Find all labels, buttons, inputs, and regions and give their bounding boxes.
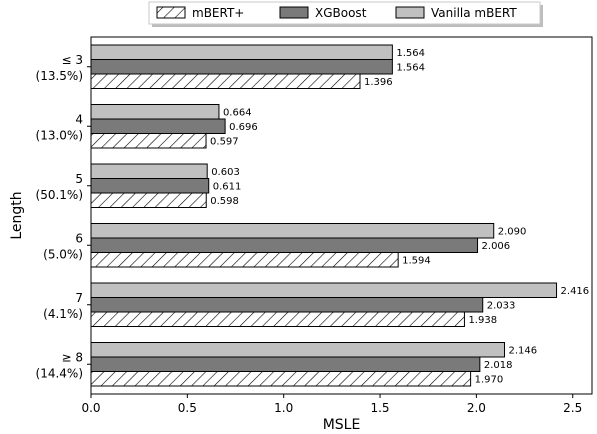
x-axis-label: MSLE — [323, 417, 361, 433]
bar-xgboost-2 — [90, 118, 226, 134]
legend: mBERT+ XGBoost Vanilla mBERT — [148, 1, 543, 27]
bar-vanilla-mbert-2 — [90, 104, 220, 120]
value-label-vanilla-mbert-1: 1.564 — [396, 48, 425, 59]
y-tick-label: ≤ 3 — [61, 53, 83, 67]
x-tick-label: 1.0 — [274, 401, 293, 415]
bar-xgboost-6 — [90, 356, 481, 372]
y-tick-sublabel: (50.1%) — [36, 188, 83, 202]
x-axis-ticks: 0.0 0.5 1.0 1.5 2.0 2.5 — [81, 394, 582, 415]
value-label-vanilla-mbert-3: 0.603 — [211, 167, 240, 178]
bar-mbert-6 — [90, 371, 472, 387]
value-label-xgboost-1: 1.564 — [396, 62, 425, 73]
bar-mbert-2 — [90, 133, 207, 149]
y-tick-sublabel: (5.0%) — [43, 247, 83, 261]
value-label-xgboost-3: 0.611 — [213, 181, 242, 192]
bar-mbert-5 — [90, 311, 465, 327]
plot-frame — [90, 36, 593, 395]
bars-group — [90, 44, 558, 387]
y-tick-sublabel: (14.4%) — [36, 366, 83, 380]
bar-vanilla-mbert-5 — [90, 282, 558, 298]
value-label-mbert-4: 1.594 — [402, 255, 431, 266]
y-tick-label: 5 — [75, 172, 83, 186]
x-tick-label: 2.5 — [563, 401, 582, 415]
legend-label-xgboost: XGBoost — [315, 6, 367, 20]
y-tick-sublabel: (4.1%) — [43, 307, 83, 321]
legend-label-mbert: mBERT+ — [192, 6, 244, 20]
bar-xgboost-5 — [90, 297, 484, 313]
y-tick-label: 4 — [75, 112, 83, 126]
x-tick-label: 0.5 — [178, 401, 197, 415]
value-label-mbert-5: 1.938 — [468, 315, 497, 326]
y-axis-label: Length — [9, 191, 25, 239]
value-label-xgboost-4: 2.006 — [482, 241, 511, 252]
bar-mbert-3 — [90, 192, 207, 208]
y-tick-sublabel: (13.5%) — [36, 69, 83, 83]
bar-vanilla-mbert-3 — [90, 163, 208, 179]
x-tick-label: 2.0 — [467, 401, 486, 415]
value-label-vanilla-mbert-4: 2.090 — [498, 226, 527, 237]
value-label-xgboost-5: 2.033 — [487, 300, 516, 311]
value-label-xgboost-6: 2.018 — [484, 360, 513, 371]
y-tick-label: 7 — [75, 291, 83, 305]
legend-swatch-mbert — [156, 6, 186, 19]
value-label-mbert-1: 1.396 — [364, 77, 393, 88]
y-tick-label: 6 — [75, 231, 83, 245]
value-label-mbert-3: 0.598 — [210, 196, 239, 207]
bar-xgboost-4 — [90, 237, 479, 253]
bar-vanilla-mbert-4 — [90, 223, 495, 239]
y-axis-ticks: ≤ 3 (13.5%) 4 (13.0%) 5 (50.1%) 6 (5.0%) 7 (4.1%)… — [36, 53, 91, 380]
value-label-mbert-2: 0.597 — [210, 136, 239, 147]
bar-mbert-4 — [90, 252, 399, 268]
bar-xgboost-3 — [90, 178, 210, 194]
value-label-vanilla-mbert-6: 2.146 — [509, 345, 538, 356]
bar-xgboost-1 — [90, 59, 393, 75]
value-label-xgboost-2: 0.696 — [229, 122, 258, 133]
legend-box — [148, 1, 541, 25]
value-label-vanilla-mbert-2: 0.664 — [223, 107, 252, 118]
value-label-mbert-6: 1.970 — [475, 374, 504, 385]
bar-vanilla-mbert-6 — [90, 342, 506, 358]
x-tick-label: 1.5 — [370, 401, 389, 415]
legend-label-vanilla-mbert: Vanilla mBERT — [431, 6, 517, 20]
bar-mbert-1 — [90, 73, 361, 89]
value-labels-group: 1.5641.5641.3960.6640.6960.5970.6030.611… — [210, 48, 589, 386]
legend-swatch-vanilla-mbert — [395, 6, 425, 19]
value-label-vanilla-mbert-5: 2.416 — [561, 286, 590, 297]
legend-swatch-xgboost — [279, 6, 309, 19]
y-tick-label: ≥ 8 — [61, 350, 83, 364]
y-tick-sublabel: (13.0%) — [36, 128, 83, 142]
bar-vanilla-mbert-1 — [90, 44, 393, 60]
x-tick-label: 0.0 — [81, 401, 100, 415]
